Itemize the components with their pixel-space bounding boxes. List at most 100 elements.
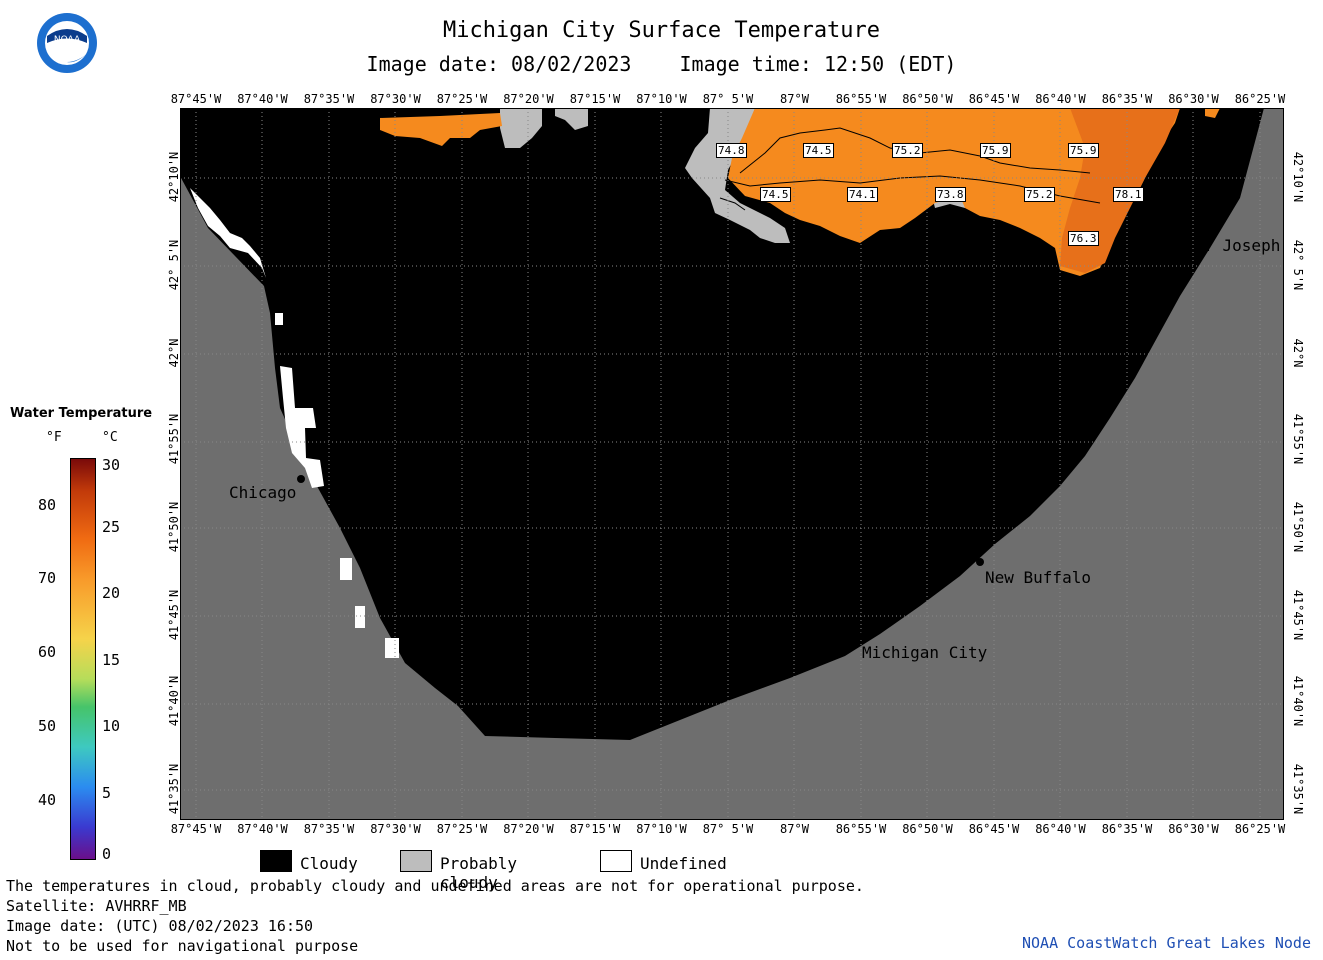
longitude-label: 87°40'W <box>237 92 288 106</box>
utc-date: Image date: (UTC) 08/02/2023 16:50 <box>6 917 314 935</box>
city-label-chicago: Chicago <box>229 483 297 502</box>
longitude-label: 86°35'W <box>1101 92 1153 106</box>
unit-celsius: °C <box>102 430 118 445</box>
latitude-label: 41°50'N <box>1291 501 1305 553</box>
latitude-label: 41°35'N <box>1291 763 1305 815</box>
legend-title: Water Temperature <box>10 406 153 421</box>
longitude-label: 86°35'W <box>1101 822 1153 836</box>
latitude-label: 42° 5'N <box>1291 239 1305 291</box>
satellite-info: Satellite: AVHRRF_MB <box>6 897 187 915</box>
image-date: Image date: 08/02/2023 <box>366 52 632 76</box>
longitude-label: 86°45'W <box>968 92 1020 106</box>
temp-label: 74.5 <box>760 187 791 202</box>
undefined-patches <box>190 188 399 658</box>
undefined-label: Undefined <box>640 854 727 873</box>
longitude-label: 87°45'W <box>170 92 222 106</box>
temp-label: 75.2 <box>892 143 923 158</box>
latitude-label: 42°N <box>167 338 181 368</box>
disclaimer: The temperatures in cloud, probably clou… <box>6 877 864 895</box>
page-title: Michigan City Surface Temperature <box>442 18 881 43</box>
longitude-label: 87°15'W <box>569 822 621 836</box>
temp-label: 78.1 <box>1113 187 1144 202</box>
new-buffalo-marker <box>976 558 984 566</box>
c-tick: 10 <box>102 717 121 735</box>
longitude-label: 87° 5'W <box>702 822 754 836</box>
temp-label: 75.2 <box>1024 187 1055 202</box>
temp-label: 75.9 <box>1068 143 1099 158</box>
longitude-label: 87°35'W <box>303 92 355 106</box>
latitude-label: 42°N <box>1291 338 1305 368</box>
longitude-label: 86°55'W <box>835 92 887 106</box>
temp-label: 76.3 <box>1068 231 1099 246</box>
latitude-label: 41°35'N <box>167 763 181 815</box>
longitude-label: 86°45'W <box>968 822 1020 836</box>
credit-text: NOAA CoastWatch Great Lakes Node <box>1022 934 1311 952</box>
longitude-label: 86°40'W <box>1035 822 1086 836</box>
longitude-label: 87°25'W <box>436 822 488 836</box>
longitude-label: 87°10'W <box>636 92 687 106</box>
latitude-label: 41°55'N <box>1291 413 1305 465</box>
f-tick: 40 <box>38 791 57 809</box>
temp-label: 75.9 <box>980 143 1011 158</box>
chicago-marker <box>297 475 305 483</box>
image-datetime: Image date: 08/02/2023 Image time: 12:50… <box>0 52 1323 76</box>
c-tick: 15 <box>102 651 121 669</box>
land-area <box>180 108 1284 820</box>
nav-warning: Not to be used for navigational purpose <box>6 937 359 955</box>
city-label-st-joseph: St. Joseph <box>1184 236 1281 255</box>
latitude-label: 41°40'N <box>167 675 181 727</box>
undefined-swatch <box>600 850 632 872</box>
longitude-label: 87°10'W <box>636 822 687 836</box>
cloudy-swatch <box>260 850 292 872</box>
latitude-label: 41°45'N <box>1291 589 1305 641</box>
latitude-label: 42° 5'N <box>167 239 181 291</box>
longitude-label: 86°40'W <box>1035 92 1086 106</box>
city-label-new-buffalo: New Buffalo <box>985 568 1091 587</box>
f-tick: 60 <box>38 643 57 661</box>
probably-cloudy-label: Probably cloudy <box>440 854 518 892</box>
f-tick: 80 <box>38 496 57 514</box>
longitude-label: 87°45'W <box>170 822 222 836</box>
longitude-label: 87°15'W <box>569 92 621 106</box>
longitude-label: 86°55'W <box>835 822 887 836</box>
temp-label: 74.1 <box>847 187 878 202</box>
temperature-map <box>180 108 1284 820</box>
latitude-label: 41°55'N <box>167 413 181 465</box>
longitude-label: 87°30'W <box>370 822 421 836</box>
longitude-label: 87°20'W <box>503 92 554 106</box>
longitude-label: 86°50'W <box>902 822 953 836</box>
city-label-michigan-city: Michigan City <box>862 643 988 662</box>
longitude-label: 87°W <box>780 92 809 106</box>
temp-label: 74.5 <box>803 143 834 158</box>
c-tick: 30 <box>102 456 121 474</box>
longitude-label: 87°35'W <box>303 822 355 836</box>
latitude-label: 41°50'N <box>167 501 181 553</box>
footer-notes: The temperatures in cloud, probably clou… <box>6 876 864 956</box>
longitude-label: 87° 5'W <box>702 92 754 106</box>
michigan-city-marker <box>859 632 867 640</box>
longitude-label: 87°20'W <box>503 822 554 836</box>
latitude-label: 42°10'N <box>167 151 181 203</box>
temp-label: 73.8 <box>935 187 966 202</box>
c-tick: 5 <box>102 784 112 802</box>
latitude-label: 42°10'N <box>1291 151 1305 203</box>
longitude-label: 87°30'W <box>370 92 421 106</box>
image-time: Image time: 12:50 (EDT) <box>679 52 957 76</box>
longitude-label: 86°30'W <box>1168 92 1219 106</box>
temp-label: 74.8 <box>716 143 747 158</box>
noaa-logo: NOAA <box>36 12 98 74</box>
temperature-colorbar <box>70 458 96 860</box>
latitude-label: 41°40'N <box>1291 675 1305 727</box>
longitude-label: 87°25'W <box>436 92 488 106</box>
longitude-label: 86°30'W <box>1168 822 1219 836</box>
c-tick: 25 <box>102 518 121 536</box>
f-tick: 70 <box>38 569 57 587</box>
probably-cloudy-swatch <box>400 850 432 872</box>
longitude-label: 87°40'W <box>237 822 288 836</box>
c-tick: 0 <box>102 845 112 863</box>
longitude-label: 86°25'W <box>1234 822 1286 836</box>
latitude-label: 41°45'N <box>167 589 181 641</box>
longitude-label: 86°50'W <box>902 92 953 106</box>
f-tick: 50 <box>38 717 57 735</box>
longitude-label: 86°25'W <box>1234 92 1286 106</box>
